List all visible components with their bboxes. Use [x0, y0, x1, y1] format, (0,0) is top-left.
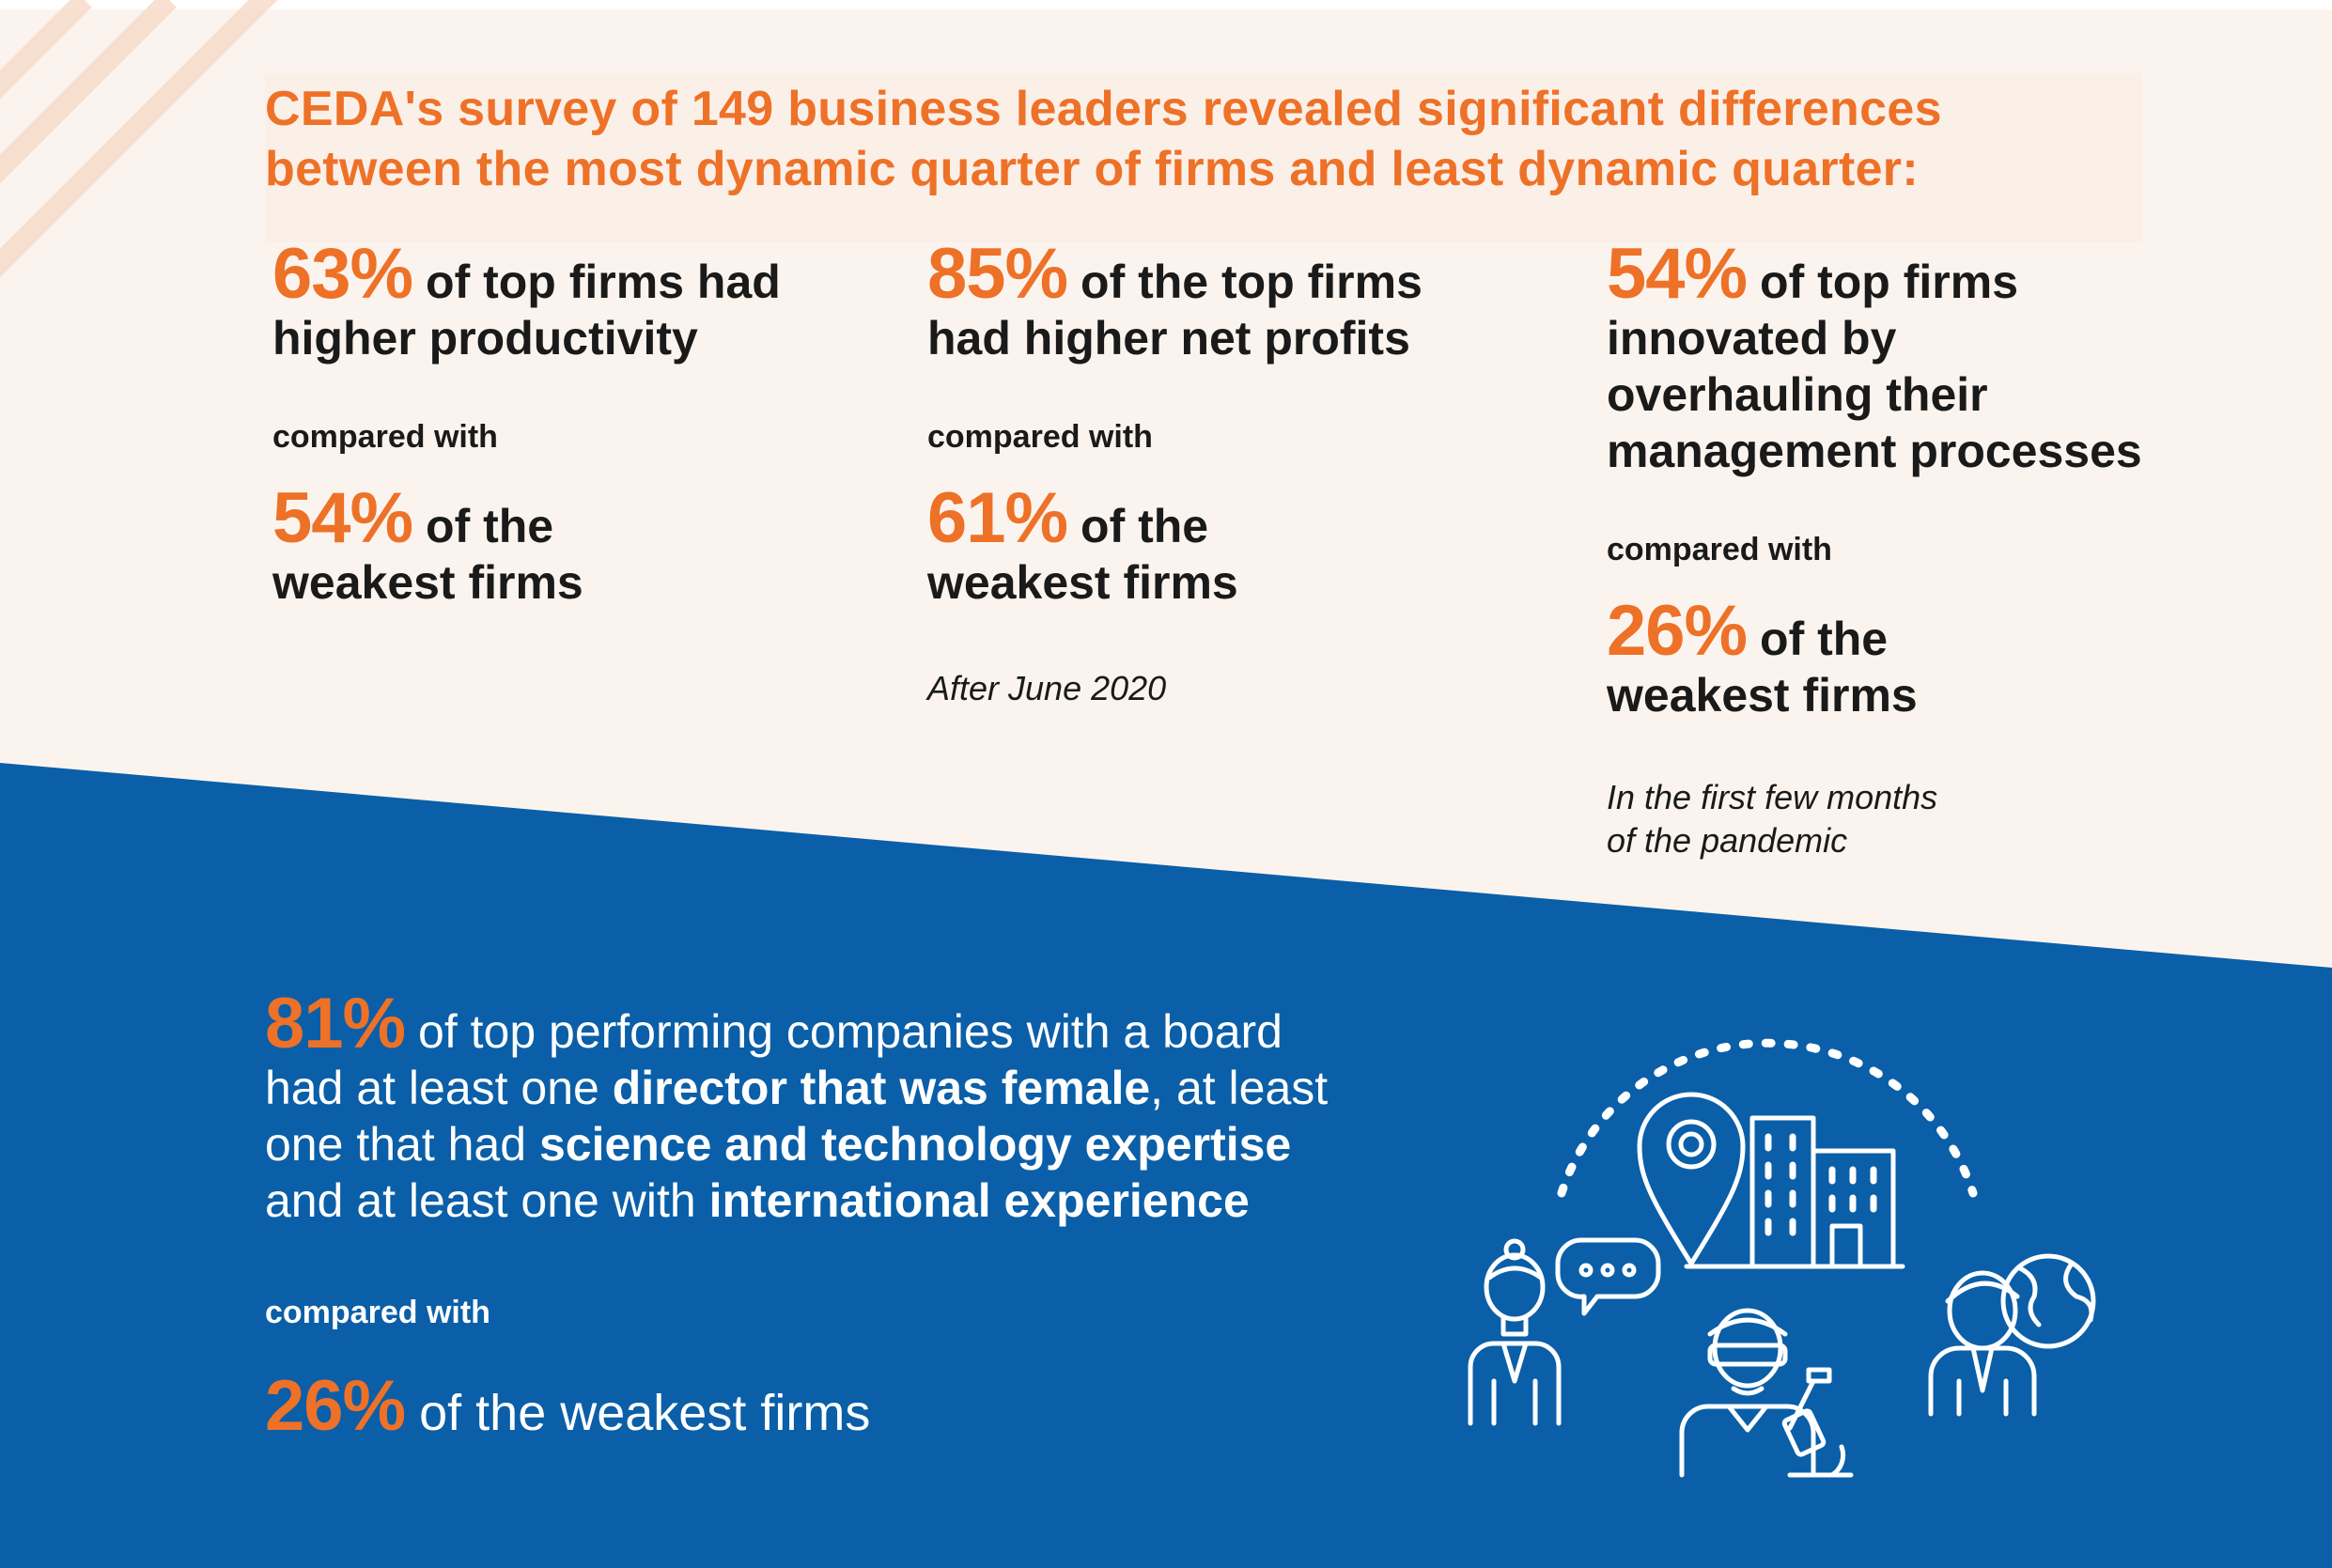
highlight-text: science and technology expertise [538, 1118, 1292, 1171]
compared-with-label: compared with [265, 1295, 490, 1330]
stat-percent: 54% [1607, 234, 1748, 314]
compared-with-label: compared with [272, 419, 498, 455]
dotted-arc [1557, 1038, 1978, 1198]
note-line: In the first few months [1607, 778, 1938, 816]
stat-percent: 63% [272, 234, 413, 314]
stat-text: of the top firms [1080, 256, 1423, 308]
stat-net-profits: 85% of the top firms had higher net prof… [927, 239, 1423, 366]
businessman-icon [1928, 1270, 2037, 1417]
stat-percent: 61% [927, 478, 1068, 558]
stat-text: of the weakest firms [419, 1385, 871, 1441]
stat-text: weakest firms [1607, 669, 1918, 722]
stat-text: higher productivity [272, 312, 698, 365]
highlight-text: international experience [708, 1174, 1250, 1227]
stat-percent: 54% [272, 478, 413, 558]
globe-icon [2000, 1253, 2096, 1349]
stat-text: of the [426, 500, 554, 552]
stat-text: of the [1080, 500, 1209, 552]
stat-percent: 26% [1607, 591, 1748, 671]
stat-note: In the first few months of the pandemic [1607, 776, 1937, 862]
headline-row-tint [265, 73, 2142, 242]
headline-line-1: CEDA's survey of 149 business leaders re… [265, 82, 1942, 136]
stat-note: After June 2020 [927, 669, 1167, 707]
stat-text: weakest firms [927, 556, 1238, 609]
note-line: of the pandemic [1607, 821, 1848, 860]
stat-text: weakest firms [272, 556, 583, 609]
board-diversity-stat: 81% of top performing companies with a b… [265, 988, 1486, 1442]
stat-text: of top performing companies with a board [418, 1005, 1283, 1058]
stat-text: innovated by [1607, 312, 1897, 365]
office-building-icon [1684, 1115, 1905, 1269]
stat-text: one that had [265, 1118, 527, 1171]
stat-text: , at least [1150, 1062, 1329, 1114]
stat-percent: 81% [265, 984, 406, 1063]
stat-text: management processes [1607, 425, 2142, 477]
stat-percent: 26% [265, 1366, 406, 1446]
stat-management-innovation: 54% of top firms innovated by overhaulin… [1607, 239, 2142, 479]
location-pin-icon [1637, 1092, 1746, 1266]
microscope-icon [1781, 1367, 1854, 1478]
headline: CEDA's survey of 149 business leaders re… [265, 79, 2144, 199]
stat-weakest-productivity: 54% of the weakest firms [272, 483, 583, 611]
stat-text: and at least one with [265, 1174, 696, 1227]
compared-with-label: compared with [927, 419, 1153, 455]
stat-weakest-management: 26% of the weakest firms [1607, 596, 1918, 723]
headline-line-2: between the most dynamic quarter of firm… [265, 142, 1919, 196]
stat-text: overhauling their [1607, 368, 1988, 421]
stat-text: had higher net profits [927, 312, 1410, 365]
stat-text: of the [1760, 613, 1889, 665]
highlight-text: director that was female [612, 1062, 1151, 1114]
stat-text: of top firms [1760, 256, 2019, 308]
decorative-stripes [0, 0, 278, 278]
team-illustration [1468, 1038, 2096, 1478]
blue-panel [0, 763, 2332, 1568]
stat-text: of top firms had [426, 256, 781, 308]
stat-weakest-net-profits: 61% of the weakest firms [927, 483, 1238, 611]
scientist-icon [1679, 1308, 1816, 1478]
stat-productivity: 63% of top firms had higher productivity [272, 239, 781, 366]
stat-percent: 85% [927, 234, 1068, 314]
speech-bubble-icon [1555, 1237, 1661, 1316]
businesswoman-icon [1468, 1238, 1562, 1426]
compared-with-label: compared with [1607, 532, 1832, 567]
stat-text: had at least one [265, 1062, 599, 1114]
